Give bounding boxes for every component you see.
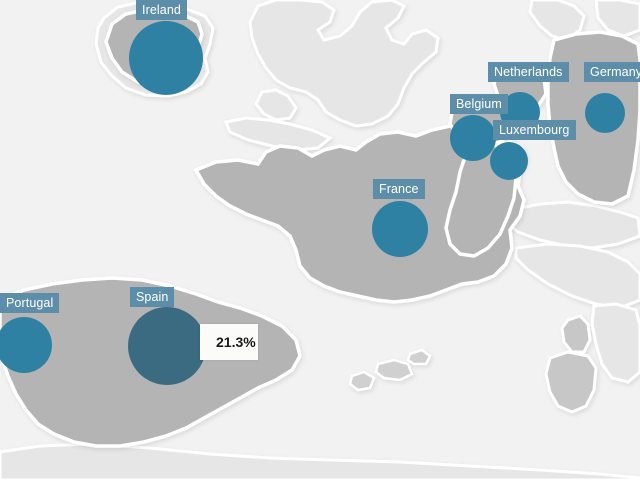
land-corsica xyxy=(560,314,592,354)
land-sardinia xyxy=(544,350,598,414)
land-northern-italy xyxy=(514,242,640,310)
land-denmark-scandinavia xyxy=(594,0,640,38)
land-italy-peninsula xyxy=(590,302,640,384)
map-label-france[interactable]: France xyxy=(373,179,425,199)
map-label-germany[interactable]: Germany xyxy=(584,62,640,82)
land-switzerland-austria xyxy=(504,200,640,250)
map-label-ireland[interactable]: Ireland xyxy=(136,0,187,20)
land-great-britain xyxy=(248,0,440,128)
map-label-luxembourg[interactable]: Luxembourg xyxy=(493,120,576,140)
land-balearic-menorca xyxy=(406,348,432,366)
bubble-germany[interactable] xyxy=(585,93,625,133)
land-balearic-ibiza xyxy=(348,370,376,392)
bubble-portugal[interactable] xyxy=(0,317,52,373)
map-label-belgium[interactable]: Belgium xyxy=(450,94,508,114)
value-tooltip: 21.3% xyxy=(200,324,258,360)
bubble-luxembourg[interactable] xyxy=(490,142,528,180)
land-balearic-mallorca xyxy=(374,358,414,382)
bubble-belgium[interactable] xyxy=(450,115,496,161)
map-label-spain[interactable]: Spain xyxy=(130,287,175,307)
bubble-france[interactable] xyxy=(372,201,428,257)
bubble-spain[interactable] xyxy=(128,307,206,385)
map-label-portugal[interactable]: Portugal xyxy=(0,293,60,313)
bubble-ireland[interactable] xyxy=(129,21,203,95)
map-label-netherlands[interactable]: Netherlands xyxy=(488,62,569,82)
land-highlight-brittany-france xyxy=(193,124,526,304)
land-wales-peninsula xyxy=(254,88,298,122)
land-cornwall xyxy=(223,116,333,152)
